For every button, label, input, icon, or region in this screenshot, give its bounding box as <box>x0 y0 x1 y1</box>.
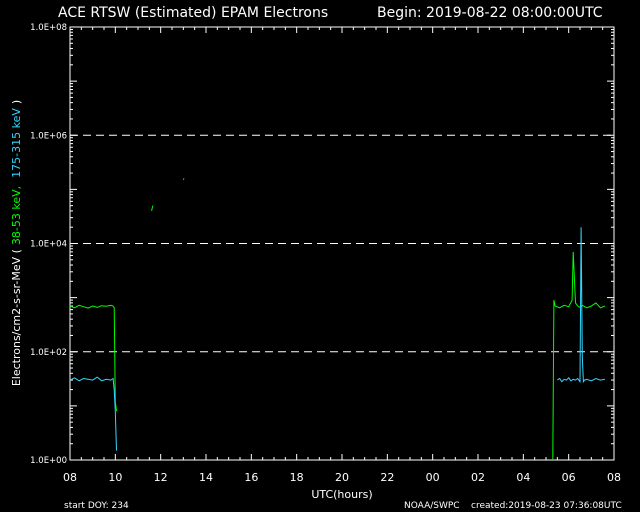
series-38-53kev-line <box>552 251 606 461</box>
x-tick-label: 12 <box>154 471 168 484</box>
x-tick-label: 02 <box>471 471 485 484</box>
start-doy: start DOY: 234 <box>64 501 129 511</box>
y-tick-label: 1.0E+06 <box>30 131 67 141</box>
x-tick-label: 04 <box>516 471 530 484</box>
series-175-315kev-line <box>69 376 117 451</box>
x-tick-labels: 08 10 12 14 16 18 20 22 00 02 04 06 08 <box>63 471 621 484</box>
x-tick-label: 08 <box>607 471 621 484</box>
y-tick-label: 1.0E+04 <box>30 240 67 250</box>
series-38-53kev-line <box>151 205 154 212</box>
created-timestamp: created:2019-08-23 07:36:08UTC <box>471 501 622 511</box>
y-axis-label-series1: 38-53 keV, <box>10 186 23 245</box>
y-axis-label: Electrons/cm2-s-sr-MeV ( 38-53 keV, 175-31… <box>10 100 23 386</box>
x-tick-label: 16 <box>244 471 258 484</box>
series-38-53kev-line <box>69 304 117 412</box>
x-tick-label: 22 <box>380 471 394 484</box>
agency-label: NOAA/SWPC <box>404 501 460 511</box>
series-38-53kev-line <box>182 178 185 181</box>
y-axis-label-suffix: ) <box>10 100 23 104</box>
x-tick-label: 10 <box>108 471 122 484</box>
y-tick-label: 1.0E+00 <box>30 456 67 466</box>
begin-time: Begin: 2019-08-22 08:00:00UTC <box>377 5 603 21</box>
x-axis-label: UTC(hours) <box>311 488 372 501</box>
y-axis-label-prefix: Electrons/cm2-s-sr-MeV ( <box>10 249 23 386</box>
y-axis-label-series2: 175-315 keV <box>10 108 23 178</box>
chart-title: ACE RTSW (Estimated) EPAM Electrons <box>58 5 328 21</box>
y-tick-labels: 1.0E+00 1.0E+02 1.0E+04 1.0E+06 1.0E+08 <box>30 23 67 466</box>
x-tick-label: 06 <box>562 471 576 484</box>
axis-ticks <box>69 27 615 461</box>
y-tick-label: 1.0E+02 <box>30 348 67 358</box>
x-tick-label: 14 <box>199 471 213 484</box>
series-175-315kev-line <box>557 227 605 384</box>
y-tick-label: 1.0E+08 <box>30 23 67 33</box>
x-tick-label: 00 <box>426 471 440 484</box>
series-lines <box>69 178 606 461</box>
x-tick-label: 08 <box>63 471 77 484</box>
x-tick-label: 20 <box>335 471 349 484</box>
x-tick-label: 18 <box>290 471 304 484</box>
